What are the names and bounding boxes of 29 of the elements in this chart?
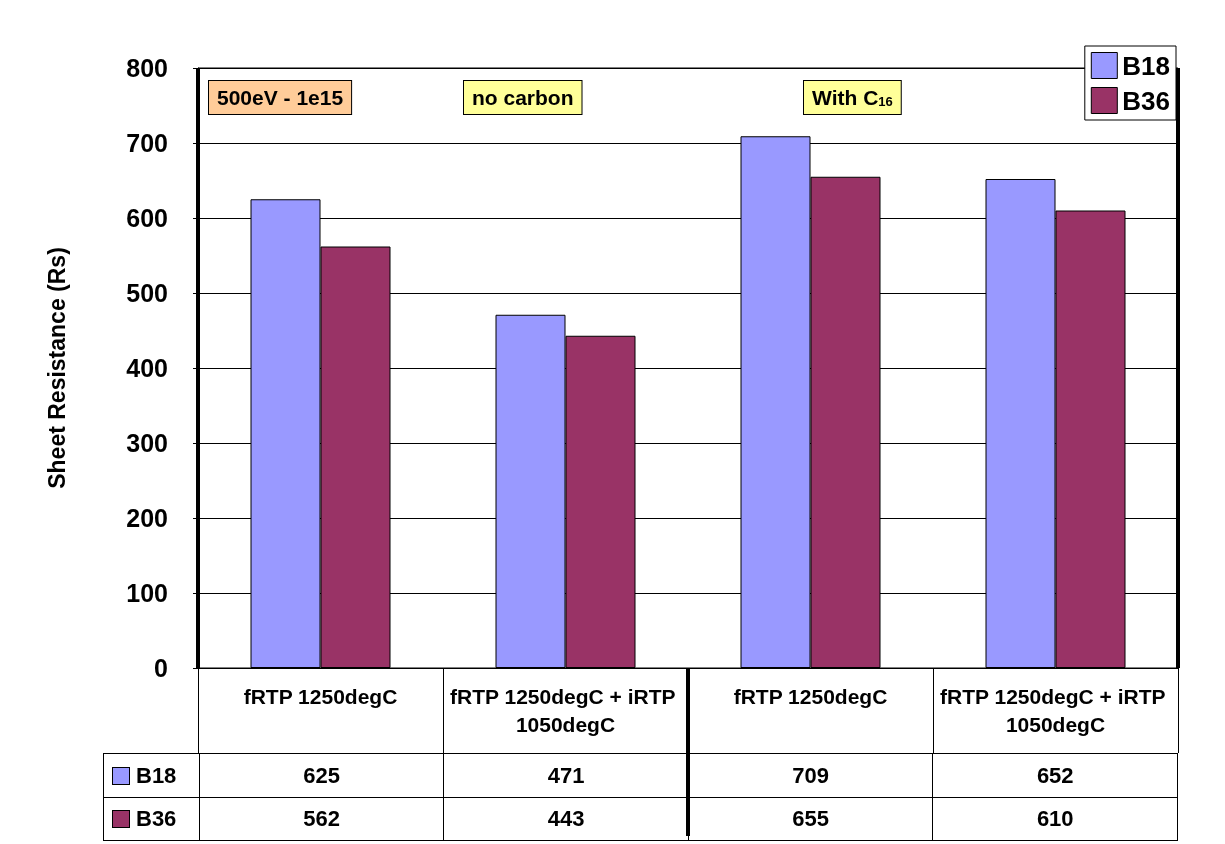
data-label: 443 bbox=[444, 798, 689, 840]
y-tick-label: 400 bbox=[126, 354, 168, 382]
y-tick-label: 100 bbox=[126, 579, 168, 607]
y-tick-label: 800 bbox=[126, 54, 168, 82]
legend-label: B18 bbox=[1122, 50, 1171, 81]
y-tick-label: 0 bbox=[154, 654, 168, 682]
annotation: With C16 bbox=[812, 86, 893, 109]
annotation: no carbon bbox=[472, 86, 574, 109]
data-label: 562 bbox=[199, 798, 445, 840]
x-tick-label: fRTP 1250degC bbox=[243, 684, 398, 708]
x-tick-label: fRTP 1250degC bbox=[733, 684, 888, 708]
y-axis-title: Sheet Resistance (Rs) bbox=[43, 247, 70, 489]
y-tick-label: 300 bbox=[126, 429, 168, 457]
y-tick-label: 700 bbox=[126, 129, 168, 157]
annotation: 500eV - 1e15 bbox=[217, 86, 344, 109]
data-label: 652 bbox=[933, 754, 1179, 797]
text: B18 bbox=[136, 762, 177, 788]
x-tick-label: fRTP 1250degC + iRTP 1050degC bbox=[940, 684, 1171, 736]
data-label: 610 bbox=[933, 798, 1179, 840]
y-tick-label: 600 bbox=[126, 204, 168, 232]
x-tick-label: fRTP 1250degC + iRTP 1050degC bbox=[450, 684, 681, 736]
data-label: 655 bbox=[688, 798, 934, 840]
data-label: 471 bbox=[444, 754, 689, 797]
y-tick-label: 500 bbox=[126, 279, 168, 307]
data-label: 709 bbox=[688, 754, 934, 797]
text: B36 bbox=[136, 806, 177, 831]
data-label: 625 bbox=[199, 754, 445, 797]
legend-label: B36 bbox=[1122, 85, 1171, 116]
y-tick-label: 200 bbox=[126, 504, 168, 532]
